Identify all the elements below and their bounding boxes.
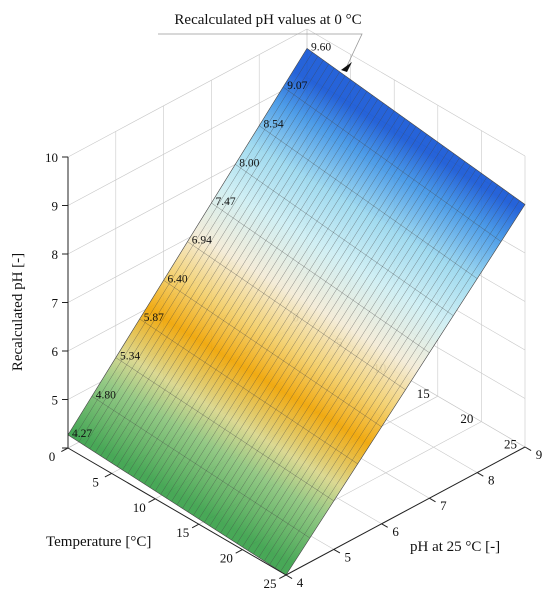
x-tick-mark: [148, 498, 156, 503]
z-tick-label: 8: [52, 247, 59, 262]
mesh-line: [67, 434, 287, 576]
mesh-line: [211, 202, 430, 353]
mesh-line: [163, 280, 382, 427]
x-axis-ticks: 0 5 10 15 20 25: [49, 447, 287, 591]
mesh-line: [235, 164, 454, 316]
y-tick-label: 9: [536, 447, 543, 462]
axis-line: [285, 446, 526, 576]
contour-label: 6.40: [168, 273, 188, 285]
contour-label: 9.60: [311, 41, 331, 53]
contour-label: 6.94: [192, 234, 212, 246]
y-tick-label: 7: [440, 498, 447, 513]
title-pointer: [158, 33, 363, 67]
y-tick-mark: [381, 523, 388, 528]
mesh-line: [282, 86, 502, 242]
surface: [67, 47, 526, 576]
z-tick-label: 10: [45, 150, 58, 165]
chart-title: Recalculated pH values at 0 °C: [174, 12, 361, 28]
y-axis-title: pH at 25 °C [-]: [410, 539, 500, 555]
y-tick-label: 6: [392, 524, 399, 539]
contour-label: 4.27: [72, 428, 92, 440]
mesh-line: [306, 48, 526, 205]
y-tick-mark: [285, 574, 293, 579]
y-axis-ticks: 4 5 6 7 8 9: [285, 446, 543, 590]
x-tick-label: 15: [176, 525, 189, 540]
x-tick-mark: [104, 472, 112, 478]
grid-line: [306, 28, 526, 157]
mesh-line: [259, 125, 478, 279]
z-axis-ticks: 5 6 7 8 9 10: [45, 150, 68, 449]
contour-label: 5.34: [120, 350, 140, 362]
z-tick-label: 7: [52, 296, 59, 311]
contour-label: 5.87: [144, 312, 164, 324]
contour-label: 8.00: [239, 157, 259, 169]
back-tick-label: 20: [460, 411, 473, 426]
title-arrow-icon: [341, 62, 352, 72]
mesh-line: [115, 357, 334, 502]
x-tick-mark: [235, 549, 243, 554]
surface-mesh: [67, 48, 526, 576]
y-tick-label: 5: [345, 549, 352, 564]
contour-label: 7.47: [215, 196, 235, 208]
x-tick-label: 10: [133, 500, 146, 515]
y-tick-mark: [476, 472, 484, 477]
x-tick-label: 5: [92, 474, 99, 489]
grid-line: [67, 77, 308, 206]
mesh-line: [139, 318, 358, 465]
z-tick-label: 9: [52, 199, 59, 214]
y-tick-label: 8: [488, 473, 495, 488]
x-tick-mark: [279, 574, 287, 580]
x-tick-mark: [191, 523, 200, 529]
x-tick-label: 0: [49, 449, 56, 464]
y-tick-mark: [429, 497, 436, 503]
z-tick-label: 6: [52, 344, 59, 359]
mesh-line: [187, 241, 406, 390]
y-tick-mark: [524, 446, 532, 451]
x-axis-title: Temperature [°C]: [46, 534, 151, 550]
contour-label: 9.07: [287, 80, 307, 92]
contour-label: 4.80: [96, 389, 116, 401]
axis-line: [67, 447, 287, 576]
x-tick-label: 20: [220, 551, 233, 566]
y-tick-mark: [333, 548, 341, 554]
back-tick-label: 15: [417, 386, 430, 401]
grid-line: [67, 28, 308, 158]
back-tick-label: 25: [504, 437, 517, 452]
mesh-line: [91, 396, 311, 539]
y-tick-label: 4: [297, 575, 304, 590]
z-axis-title: Recalculated pH [-]: [10, 253, 26, 371]
z-tick-label: 5: [52, 393, 59, 408]
x-tick-mark: [61, 447, 69, 453]
x-tick-label: 25: [264, 576, 277, 591]
contour-labels: 4.27 4.80 5.34 5.87 6.40 6.94 7.47 8.00 8.54 9.07…: [72, 41, 331, 440]
contour-label: 8.54: [263, 118, 283, 130]
